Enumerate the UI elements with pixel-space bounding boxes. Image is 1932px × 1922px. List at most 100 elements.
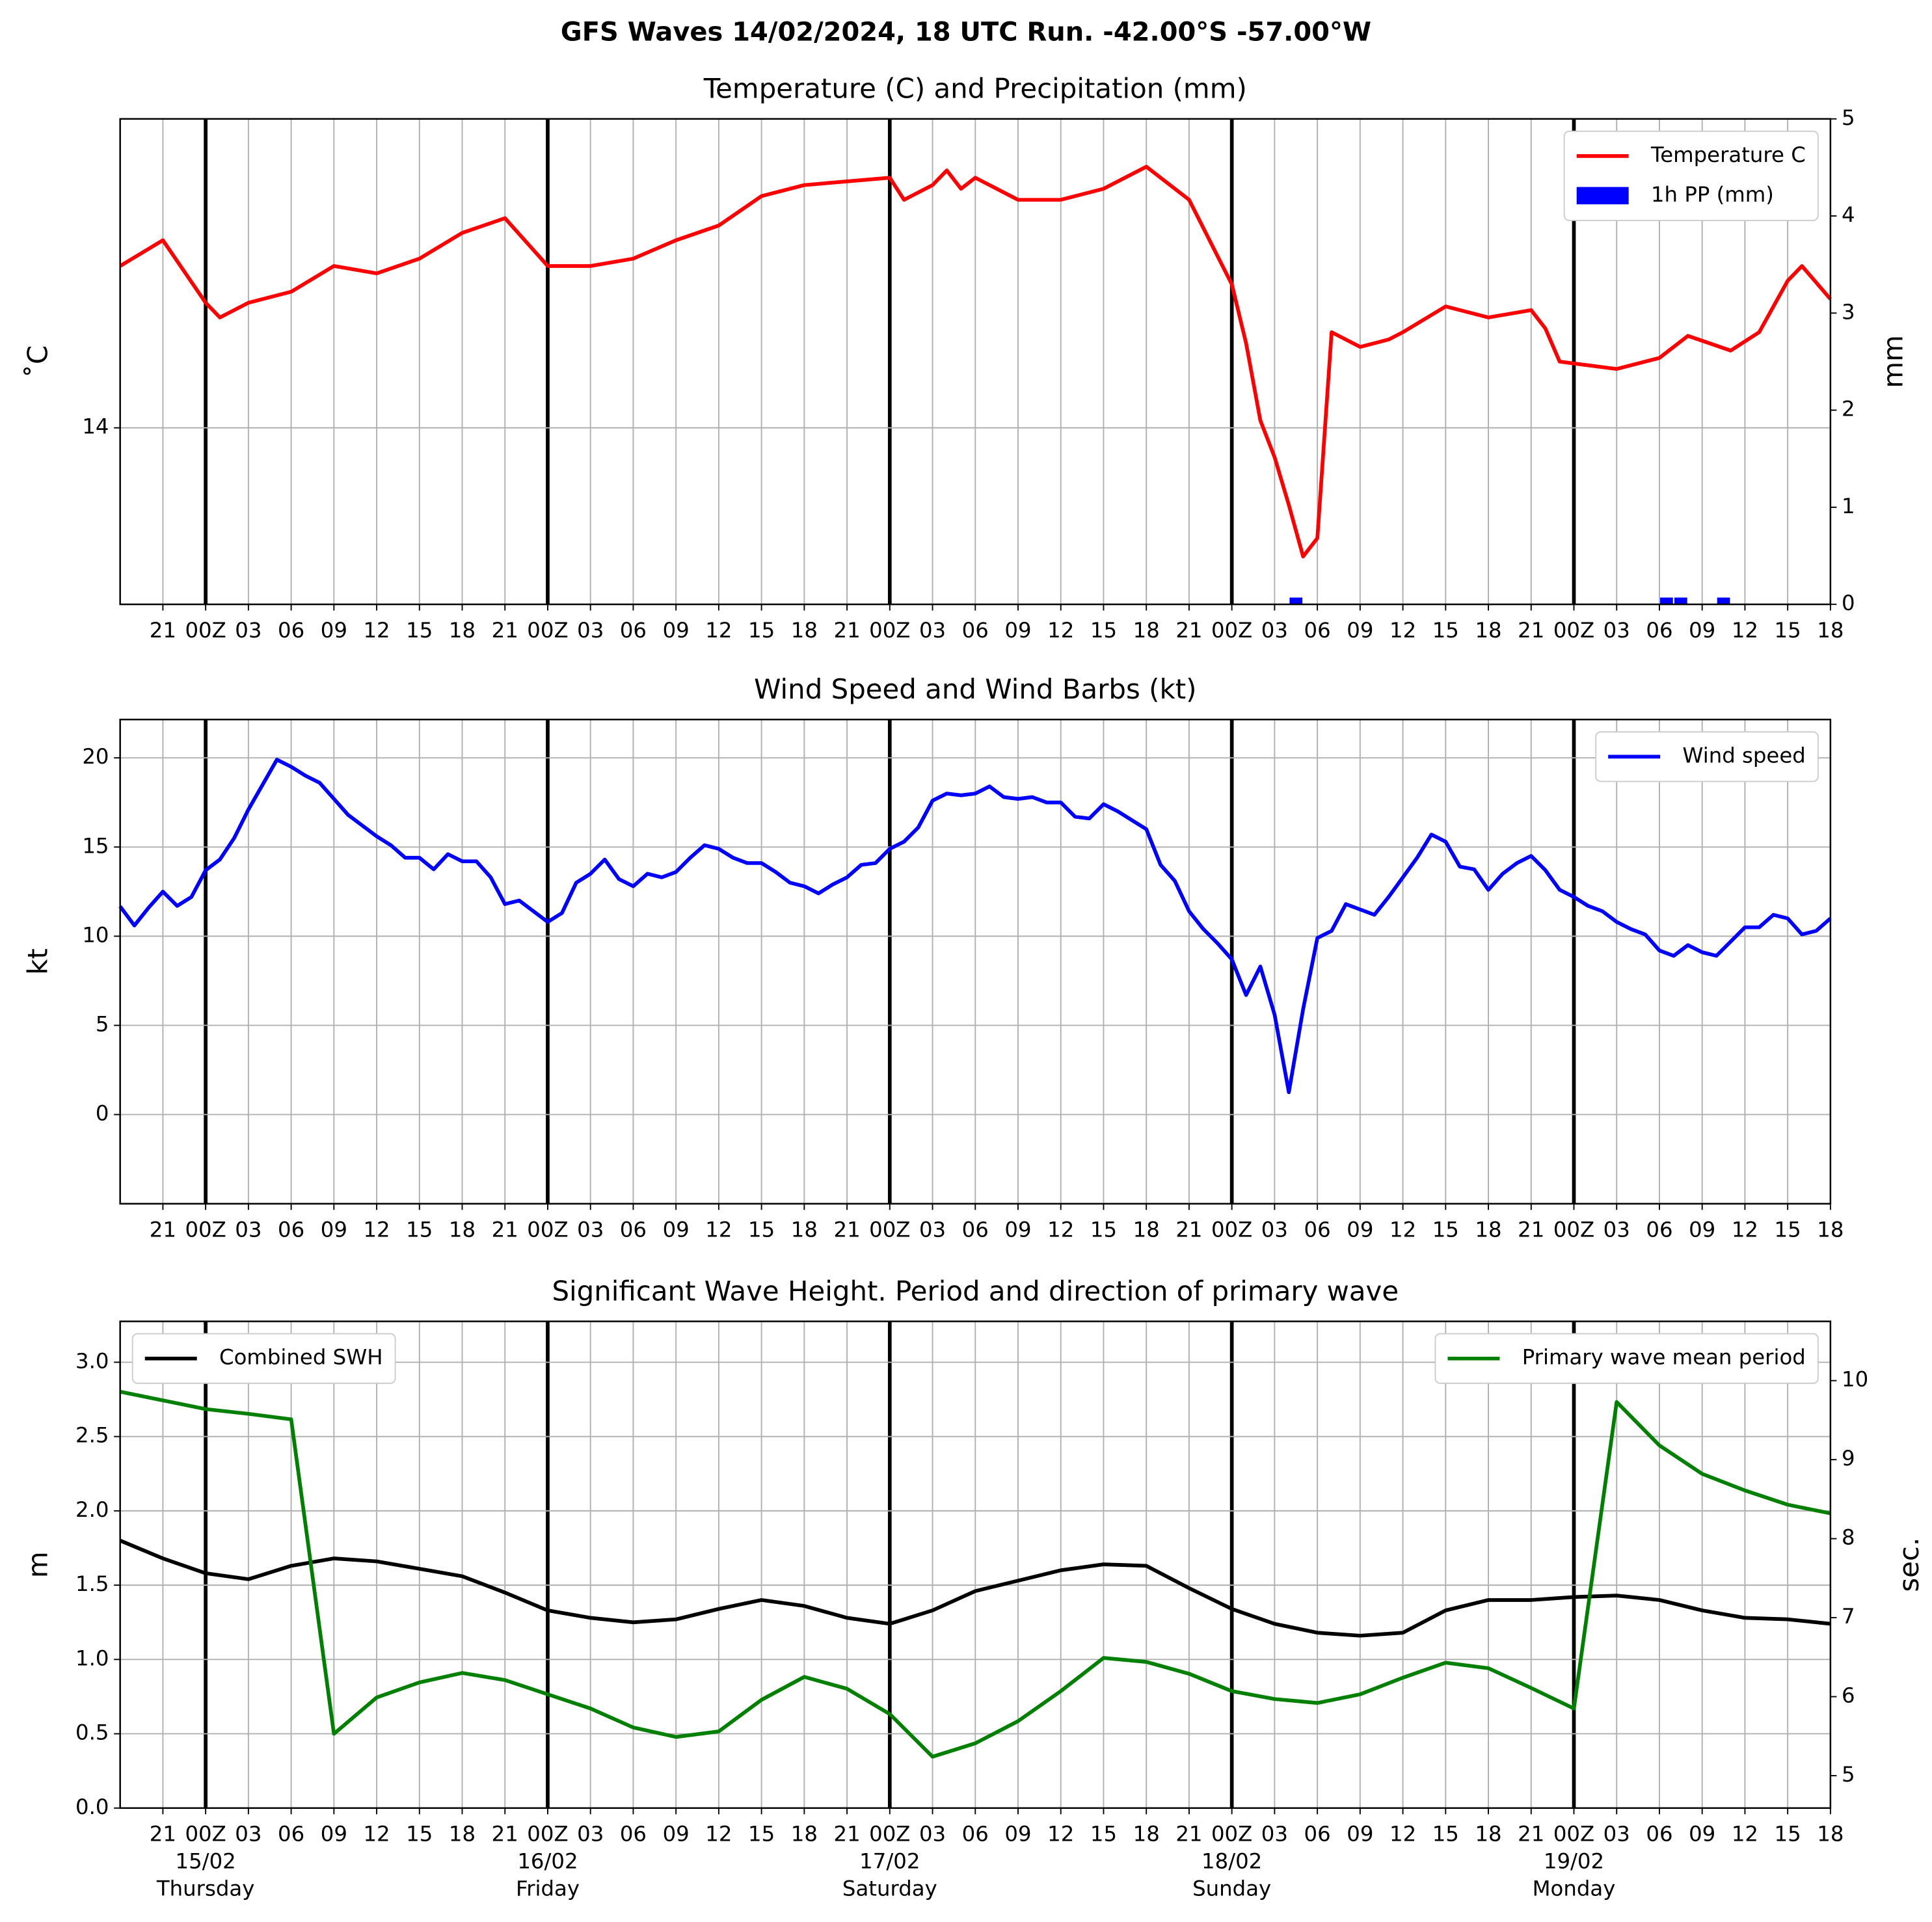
x-tick-label: 09 [321,1218,347,1242]
x-tick-label: 21 [492,618,518,643]
x-tick-label: 06 [1304,618,1331,643]
chart-title: Significant Wave Height. Period and dire… [552,1275,1399,1307]
x-tick-label: 09 [1689,1822,1715,1847]
legend-label: Primary wave mean period [1522,1345,1806,1370]
x-tick-label: 21 [1518,1822,1544,1847]
x-tick-label: 09 [663,1822,690,1847]
x-tick-label: 12 [1047,1218,1074,1242]
x-tick-label: 03 [1603,618,1630,643]
x-tick-label: 00Z [1211,1822,1252,1847]
x-tick-label: 18 [1817,1822,1844,1847]
x-tick-label: 00Z [1553,1218,1594,1242]
legend-swatch [1576,187,1629,205]
x-tick-label: 21 [150,1822,176,1847]
x-tick-label: 09 [321,618,347,643]
x-tick-label: 06 [278,1822,304,1847]
x-tick-label: 00Z [1553,618,1594,643]
x-tick-label: 18 [449,618,476,643]
x-tick-label: 03 [1261,1218,1288,1242]
y2-tick-label: 1 [1842,494,1855,518]
y2-tick-label: 3 [1842,299,1855,324]
x-tick-label: 09 [321,1822,347,1847]
y-axis-label: ˚C [21,345,53,378]
x-tick-label: 18 [1475,1822,1501,1847]
x-tick-label: 09 [1004,1822,1031,1847]
x-tick-label: 03 [1261,618,1288,643]
x-tick-label: 00Z [185,618,226,643]
x-tick-label: 15 [1775,618,1801,643]
y2-tick-label: 5 [1842,1762,1855,1787]
x-tick-label: 15 [748,1822,775,1847]
x-tick-label: 06 [962,1218,989,1242]
x-tick-label: 21 [833,618,860,643]
x-tick-label: 06 [620,1218,647,1242]
x-tick-label: 03 [577,1218,604,1242]
x-tick-label: 06 [1304,1822,1331,1847]
legend-label: Temperature C [1650,142,1806,167]
x-tick-label: 18 [791,1822,818,1847]
x-tick-label: 09 [1004,618,1031,643]
x-tick-label: 15 [1090,618,1117,643]
x-tick-label: 00Z [869,618,910,643]
date-label: 18/02 [1201,1849,1262,1874]
x-tick-label: 12 [1389,1822,1416,1847]
x-tick-label: 18 [1133,1822,1160,1847]
x-tick-label: 15 [1775,1822,1801,1847]
legend-label: Wind speed [1682,743,1805,767]
x-tick-label: 06 [278,1218,304,1242]
x-tick-label: 03 [919,618,946,643]
y-tick-label: 1.5 [75,1571,109,1596]
x-tick-label: 21 [1175,1822,1202,1847]
x-tick-label: 00Z [869,1218,910,1242]
x-tick-label: 18 [1475,1218,1501,1242]
x-tick-label: 00Z [1211,1218,1252,1242]
x-tick-label: 15 [406,618,433,643]
x-tick-label: 03 [919,1218,946,1242]
x-tick-label: 12 [1389,1218,1416,1242]
y2-tick-label: 4 [1842,202,1855,227]
x-tick-label: 18 [1817,618,1844,643]
series-line [120,1389,1831,1759]
x-tick-label: 15 [1090,1218,1117,1242]
y-tick-label: 14 [82,414,109,439]
x-tick-label: 12 [1389,618,1416,643]
plot-frame [119,718,1832,1205]
x-tick-label: 18 [791,1218,818,1242]
legend: Wind speed [1595,731,1819,782]
date-label: 17/02 [859,1849,920,1874]
x-tick-label: 03 [235,1218,262,1242]
y-tick-label: 1.0 [75,1646,109,1670]
y-tick-label: 0.5 [75,1720,109,1745]
legend-box [1434,1333,1819,1384]
date-label: 16/02 [517,1849,578,1874]
y-tick-label: 2.5 [75,1423,109,1448]
x-tick-label: 00Z [1553,1822,1594,1847]
y2-axis-label: mm [1877,335,1909,388]
y-tick-label: 20 [82,744,109,769]
legend: Combined SWH [131,1333,396,1384]
x-tick-label: 09 [1004,1218,1031,1242]
x-tick-label: 06 [620,618,647,643]
x-tick-label: 21 [492,1822,518,1847]
precip-bar [1660,597,1673,605]
x-tick-label: 06 [1304,1218,1331,1242]
x-tick-label: 09 [1347,1822,1373,1847]
figure-title: GFS Waves 14/02/2024, 18 UTC Run. -42.00… [561,17,1371,47]
x-tick-label: 06 [1646,618,1672,643]
x-tick-label: 00Z [527,618,568,643]
y-tick-label: 5 [96,1011,109,1036]
x-tick-label: 12 [1732,618,1758,643]
legend: Temperature C 1h PP (mm) [1563,130,1819,221]
date-label: 19/02 [1544,1849,1604,1874]
x-tick-label: 09 [663,618,690,643]
x-tick-label: 21 [492,1218,518,1242]
x-tick-label: 18 [1133,1218,1160,1242]
x-tick-label: 09 [1689,1218,1715,1242]
y2-tick-label: 5 [1842,105,1855,130]
legend-box [131,1333,396,1384]
x-tick-label: 03 [1603,1218,1630,1242]
x-tick-label: 00Z [527,1218,568,1242]
